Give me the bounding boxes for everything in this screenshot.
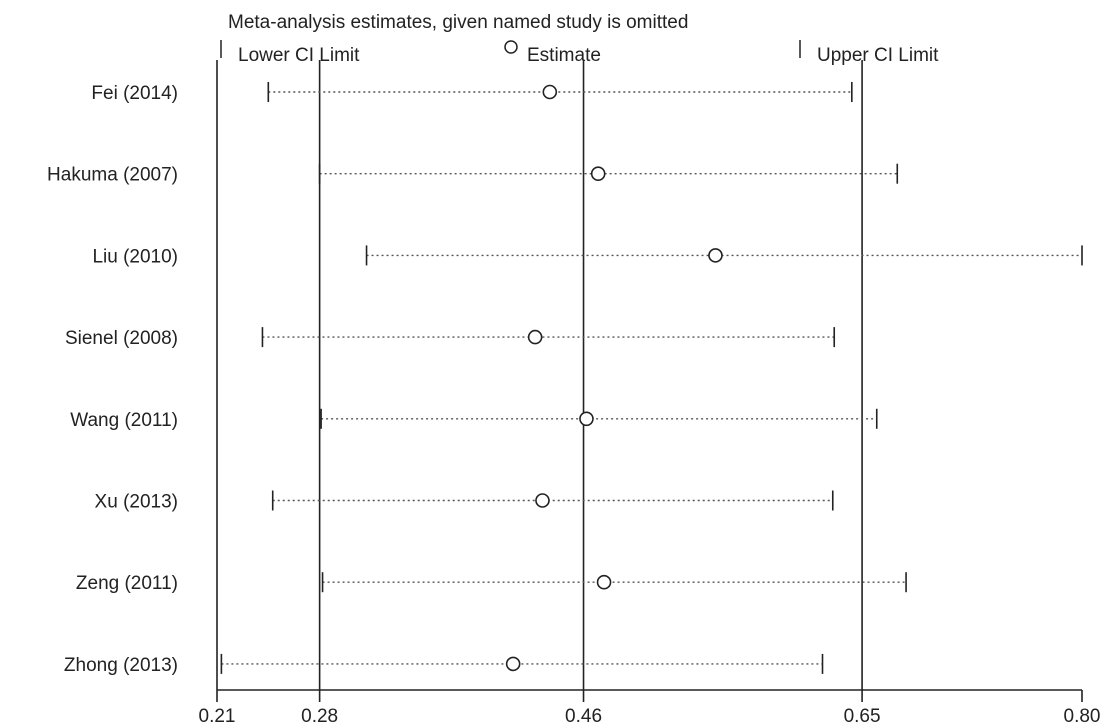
legend-upper-label: Upper CI Limit (817, 45, 939, 66)
study-label: Xu (2013) (95, 492, 178, 513)
estimate-point (542, 84, 558, 100)
study-label: Fei (2014) (91, 83, 178, 104)
estimate-point (527, 329, 543, 345)
estimate-point (708, 248, 723, 263)
legend-lower-label: Lower CI Limit (238, 45, 360, 66)
x-tick-label: 0.65 (844, 706, 881, 727)
x-tick-label: 0.80 (1064, 706, 1101, 727)
x-tick-label: 0.46 (565, 706, 602, 727)
study-label: Liu (2010) (92, 246, 178, 267)
chart-title: Meta-analysis estimates, given named stu… (228, 12, 688, 33)
estimate-point (505, 656, 521, 672)
x-tick-label: 0.21 (199, 706, 236, 727)
study-label: Hakuma (2007) (47, 165, 178, 186)
study-label: Zhong (2013) (64, 655, 178, 676)
study-label: Wang (2011) (70, 410, 178, 431)
plot-area: 0.21 0.28 0.46 0.65 0.80 Fei (2014) Hakuma (20… (47, 60, 1100, 727)
legend-estimate-marker (504, 40, 518, 54)
legend: Lower CI Limit Estimate Upper CI Limit (220, 40, 939, 66)
estimate-point (590, 166, 606, 181)
study-label: Sienel (2008) (65, 328, 178, 349)
legend-estimate-label: Estimate (527, 45, 601, 66)
study-label: Zeng (2011) (76, 573, 178, 594)
estimate-point (596, 574, 612, 590)
estimate-point (535, 493, 550, 508)
x-tick-label: 0.28 (301, 706, 338, 727)
estimate-point (579, 411, 594, 427)
chart-header: Meta-analysis estimates, given named stu… (220, 12, 939, 66)
